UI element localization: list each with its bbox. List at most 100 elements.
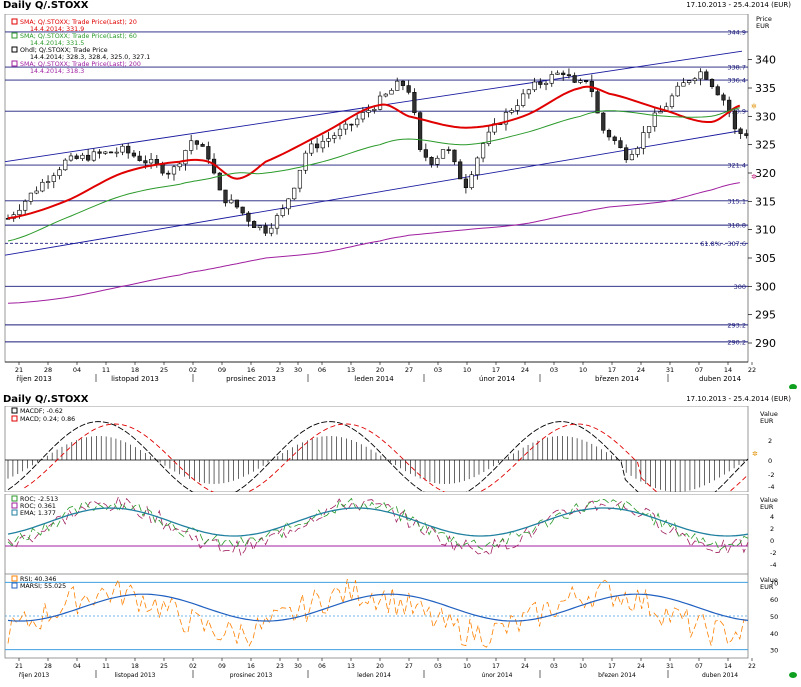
- level-label: 290.2: [727, 338, 746, 346]
- candle-body: [629, 154, 634, 161]
- candle-body: [687, 80, 692, 83]
- candle-body: [34, 190, 39, 194]
- candle-body: [583, 80, 589, 83]
- candle-body: [114, 151, 119, 154]
- y-tick-label: 290: [755, 337, 776, 350]
- sma-line-2: [7, 182, 740, 304]
- candle-body: [715, 86, 720, 96]
- candle-body: [349, 123, 354, 126]
- y-tick-label: 295: [755, 309, 776, 322]
- x-tick-label: 03: [434, 663, 442, 670]
- ema-line: [7, 507, 749, 537]
- x-tick-label: 02: [189, 366, 197, 374]
- candle-body: [658, 111, 663, 114]
- chart2-title: Daily Q/.STOXX: [3, 394, 89, 405]
- candle-body: [515, 105, 520, 111]
- x-tick-label: 13: [347, 663, 355, 670]
- candle-body: [337, 128, 343, 136]
- candle-body: [189, 140, 194, 151]
- candle-body: [429, 157, 434, 165]
- legend-label: SMA; Q/.STOXX; Trade Price(Last); 200: [20, 61, 141, 68]
- candle-body: [418, 112, 423, 150]
- candle-body: [297, 169, 303, 189]
- axis-unit-value: Value: [760, 496, 778, 504]
- macd-signal-line: [24, 423, 749, 509]
- legend-label: SMA; Q/.STOXX; Trade Price(Last); 60: [20, 33, 137, 40]
- x-tick-label: 10: [579, 663, 587, 670]
- roc-panel[interactable]: ROC; -2.513 ROC; 0.361 EMA; 1.377 Value EUR 4…: [0, 493, 801, 575]
- candle-body: [252, 221, 257, 228]
- candle-body: [137, 155, 142, 161]
- price-chart-panel[interactable]: 344.9338.7336.4330.9321.4315.1310.830029…: [0, 13, 801, 390]
- candle-body: [400, 80, 406, 86]
- candle-body: [572, 75, 577, 83]
- candle-body: [406, 85, 411, 93]
- legend-swatch: [11, 509, 18, 516]
- roc-y-label: 0: [770, 537, 774, 545]
- x-tick-label: 24: [637, 366, 645, 374]
- x-tick-label: 17: [492, 366, 500, 374]
- x-tick-label: 21: [15, 366, 23, 374]
- rsi-y-label: 40: [770, 630, 778, 638]
- status-dot: [789, 672, 797, 678]
- chart1-legend: SMA; Q/.STOXX; Trade Price(Last); 2014.4…: [11, 18, 150, 75]
- chart1-daterange: 17.10.2013 - 25.4.2014 (EUR): [686, 1, 791, 9]
- x-tick-label: 31: [666, 663, 674, 670]
- candle-body: [681, 82, 686, 87]
- candle-body: [80, 154, 85, 159]
- legend-label: ROC; -2.513: [20, 496, 58, 503]
- candle-body: [435, 157, 440, 165]
- macdf-line: [7, 421, 749, 512]
- roc-y-label: -2: [770, 549, 776, 557]
- roc-frame: [4, 493, 749, 575]
- price-chart[interactable]: 344.9338.7336.4330.9321.4315.1310.830029…: [0, 13, 801, 390]
- chart1-range: 17.10.2013 - 25.4.2014: [686, 1, 769, 9]
- candle-body: [538, 81, 543, 85]
- rsi-line: [7, 578, 749, 648]
- candle-body: [669, 95, 675, 108]
- month-label: únor 2014: [479, 375, 516, 383]
- candle-body: [704, 71, 709, 80]
- legend-value: 14.4.2014; 331.5: [30, 40, 84, 47]
- candle-body: [143, 160, 148, 164]
- candle-body: [160, 163, 165, 174]
- x-tick-label: 18: [131, 663, 139, 670]
- fib-label: 61.8% - 307.6: [700, 240, 746, 248]
- x-tick-label: 28: [44, 663, 52, 670]
- candle-body: [320, 140, 325, 149]
- x-tick-label: 31: [666, 366, 674, 374]
- x-tick-label: 07: [695, 663, 703, 670]
- rsi-panel[interactable]: RSI; 40.346 MARSI; 55.025 Value EUR 70 60 50 40…: [0, 573, 801, 683]
- candle-body: [480, 143, 486, 159]
- candle-body: [458, 161, 463, 180]
- candle-body: [395, 80, 400, 91]
- candle-body: [326, 138, 331, 142]
- candle-body: [446, 149, 451, 151]
- roc-y-label: -4: [770, 561, 776, 569]
- level-label: 344.9: [727, 28, 746, 36]
- macd-panel[interactable]: MACDF; -0.62 MACD; 0.24; 0.86 Value EUR 2 0 -2…: [0, 405, 801, 512]
- candle-body: [606, 129, 612, 138]
- legend-value: 14.4.2014; 328.3, 328.4, 325.0, 327.1: [30, 54, 150, 61]
- legend-swatch: [11, 32, 18, 39]
- month-label: říjen 2013: [16, 375, 52, 383]
- candle-body: [343, 123, 348, 130]
- x-tick-label: 25: [160, 663, 168, 670]
- level-label: 300: [734, 283, 746, 291]
- x-tick-label: 10: [463, 663, 471, 670]
- roc-line-b: [7, 495, 749, 557]
- candle-body: [286, 198, 291, 210]
- candle-body: [246, 212, 251, 222]
- x-tick-label: 21: [15, 663, 23, 670]
- level-label: 336.4: [727, 77, 746, 85]
- x-tick-label: 22: [748, 663, 756, 670]
- candle-body: [17, 209, 22, 216]
- candle-body: [303, 152, 308, 171]
- candle-body: [68, 155, 74, 161]
- candle-body: [86, 154, 91, 161]
- macd-marker: ✲: [752, 450, 758, 458]
- candle-body: [332, 135, 337, 139]
